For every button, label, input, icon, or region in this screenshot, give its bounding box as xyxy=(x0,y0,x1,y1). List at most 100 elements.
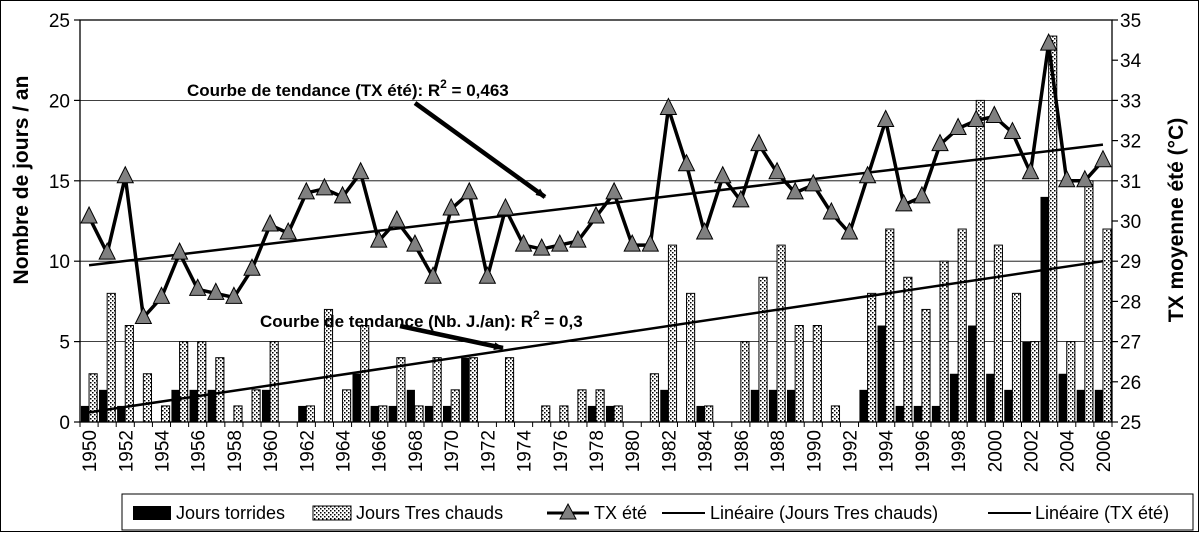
tx-ete-point xyxy=(351,161,370,180)
tx-ete-point xyxy=(732,189,750,208)
tx-ete-point xyxy=(478,266,497,284)
tx-ete-point xyxy=(840,221,859,240)
bar-jours-tres-chauds xyxy=(595,389,605,423)
tx-ete-point xyxy=(1076,169,1094,188)
y-axis-label-right: TX moyenne été (°C) xyxy=(1165,118,1188,322)
bar-jours-tres-chauds xyxy=(758,276,768,423)
legend-label-tx: TX été xyxy=(594,503,647,523)
bar-jours-torrides xyxy=(1040,196,1049,422)
x-tick-label: 1986 xyxy=(732,430,753,472)
tx-ete-point xyxy=(206,282,225,300)
bar-jours-torrides xyxy=(787,389,796,422)
x-tick-label: 2004 xyxy=(1058,430,1079,473)
x-tick-label: 1954 xyxy=(152,430,173,473)
bar-jours-tres-chauds xyxy=(106,292,116,423)
y-tick-label-left: 0 xyxy=(59,413,70,434)
bar-jours-tres-chauds xyxy=(215,357,225,423)
x-tick-label: 1968 xyxy=(406,430,427,472)
bar-jours-tres-chauds xyxy=(269,341,279,423)
bar-jours-tres-chauds xyxy=(1011,292,1022,423)
bar-jours-torrides xyxy=(1004,389,1013,422)
tx-ete-point xyxy=(279,221,298,240)
bar-jours-torrides xyxy=(913,405,922,422)
x-tick-label: 1952 xyxy=(116,430,137,472)
y-tick-label-left: 25 xyxy=(49,11,70,32)
bar-jours-torrides xyxy=(99,389,108,422)
bar-jours-torrides xyxy=(986,373,995,422)
x-tick-label: 1956 xyxy=(189,430,210,472)
tx-ete-point xyxy=(424,266,442,284)
y-tick-label-right: 34 xyxy=(1120,51,1142,72)
bar-jours-tres-chauds xyxy=(649,373,659,423)
bar-jours-torrides xyxy=(461,357,470,422)
y-tick-label-right: 26 xyxy=(1120,373,1141,394)
bar-jours-torrides xyxy=(895,405,904,422)
bar-jours-tres-chauds xyxy=(1084,180,1094,423)
bar-jours-tres-chauds xyxy=(160,405,171,423)
x-tick-label: 1982 xyxy=(659,430,680,472)
bar-jours-tres-chauds xyxy=(541,405,551,423)
x-tick-label: 1998 xyxy=(949,430,970,472)
x-tick-label: 1984 xyxy=(696,430,717,473)
legend-label-lin-tx: Linéaire (TX été) xyxy=(1035,503,1169,523)
y-tick-label-left: 15 xyxy=(49,172,70,193)
tx-ete-point xyxy=(406,234,424,252)
x-tick-label: 1962 xyxy=(297,430,318,472)
bar-jours-torrides xyxy=(696,405,705,422)
tx-ete-point xyxy=(369,229,388,248)
legend-label-torrides: Jours torrides xyxy=(176,503,285,523)
bar-jours-torrides xyxy=(768,389,778,422)
y-tick-label-right: 32 xyxy=(1120,132,1141,153)
annotation-tx-arrow xyxy=(413,101,547,199)
tx-ete-point xyxy=(931,133,949,152)
x-tick-label: 1972 xyxy=(478,430,499,472)
bar-jours-tres-chauds xyxy=(179,341,189,423)
y-axis-label-left: Nombre de jours / an xyxy=(10,76,33,285)
bar-jours-tres-chauds xyxy=(504,357,515,423)
bar-jours-tres-chauds xyxy=(975,99,985,423)
legend: Jours torrides Jours Tres chauds TX été … xyxy=(121,493,1194,531)
tx-ete-point xyxy=(442,197,460,216)
tx-ete-point xyxy=(1039,33,1058,51)
tx-ete-point xyxy=(170,242,189,260)
bar-jours-torrides xyxy=(352,373,361,422)
bar-jours-torrides xyxy=(750,389,759,422)
tx-ete-point xyxy=(261,213,279,232)
bar-jours-tres-chauds xyxy=(830,405,841,423)
x-tick-label: 1966 xyxy=(370,430,391,472)
y-tick-label-right: 28 xyxy=(1120,292,1141,313)
y-tick-label-right: 31 xyxy=(1120,172,1141,193)
tx-ete-point xyxy=(550,234,569,252)
tx-ete-point xyxy=(188,278,207,296)
bar-jours-tres-chauds xyxy=(867,292,877,423)
bar-jours-torrides xyxy=(877,325,886,422)
legend-label-tres-chauds: Jours Tres chauds xyxy=(356,503,503,523)
tx-ete-point xyxy=(913,185,931,204)
tx-ete-point xyxy=(297,181,316,200)
legend-triangle-marker xyxy=(559,502,577,520)
tx-ete-point xyxy=(822,201,841,220)
annotation-days-text: Courbe de tendance (Nb. J./an): R2 = 0,3 xyxy=(260,308,583,331)
annotation-days-trend: Courbe de tendance (Nb. J./an): R2 = 0,3 xyxy=(260,308,583,351)
annotation-tx-text: Courbe de tendance (TX été): R2 = 0,463 xyxy=(187,77,509,100)
bar-jours-tres-chauds xyxy=(468,357,478,423)
bar-jours-torrides xyxy=(605,405,615,422)
y-tick-label-right: 33 xyxy=(1120,91,1141,112)
tx-ete-point xyxy=(569,229,587,248)
bar-jours-tres-chauds xyxy=(993,244,1003,423)
x-tick-label: 1988 xyxy=(768,430,789,472)
tx-ete-point xyxy=(768,161,786,180)
bar-jours-torrides xyxy=(1076,389,1085,422)
bar-jours-tres-chauds xyxy=(1066,341,1076,423)
bar-jours-tres-chauds xyxy=(88,373,98,423)
tx-ete-point xyxy=(894,193,913,212)
bar-jours-torrides xyxy=(1022,341,1031,422)
legend-swatch-torrides xyxy=(133,506,171,520)
x-tick-label: 1950 xyxy=(80,430,101,472)
bar-jours-torrides xyxy=(660,389,669,422)
y-tick-label-right: 35 xyxy=(1120,11,1141,32)
x-tick-label: 1974 xyxy=(515,430,536,473)
bar-jours-tres-chauds xyxy=(559,405,569,423)
tx-ete-point xyxy=(659,97,678,115)
